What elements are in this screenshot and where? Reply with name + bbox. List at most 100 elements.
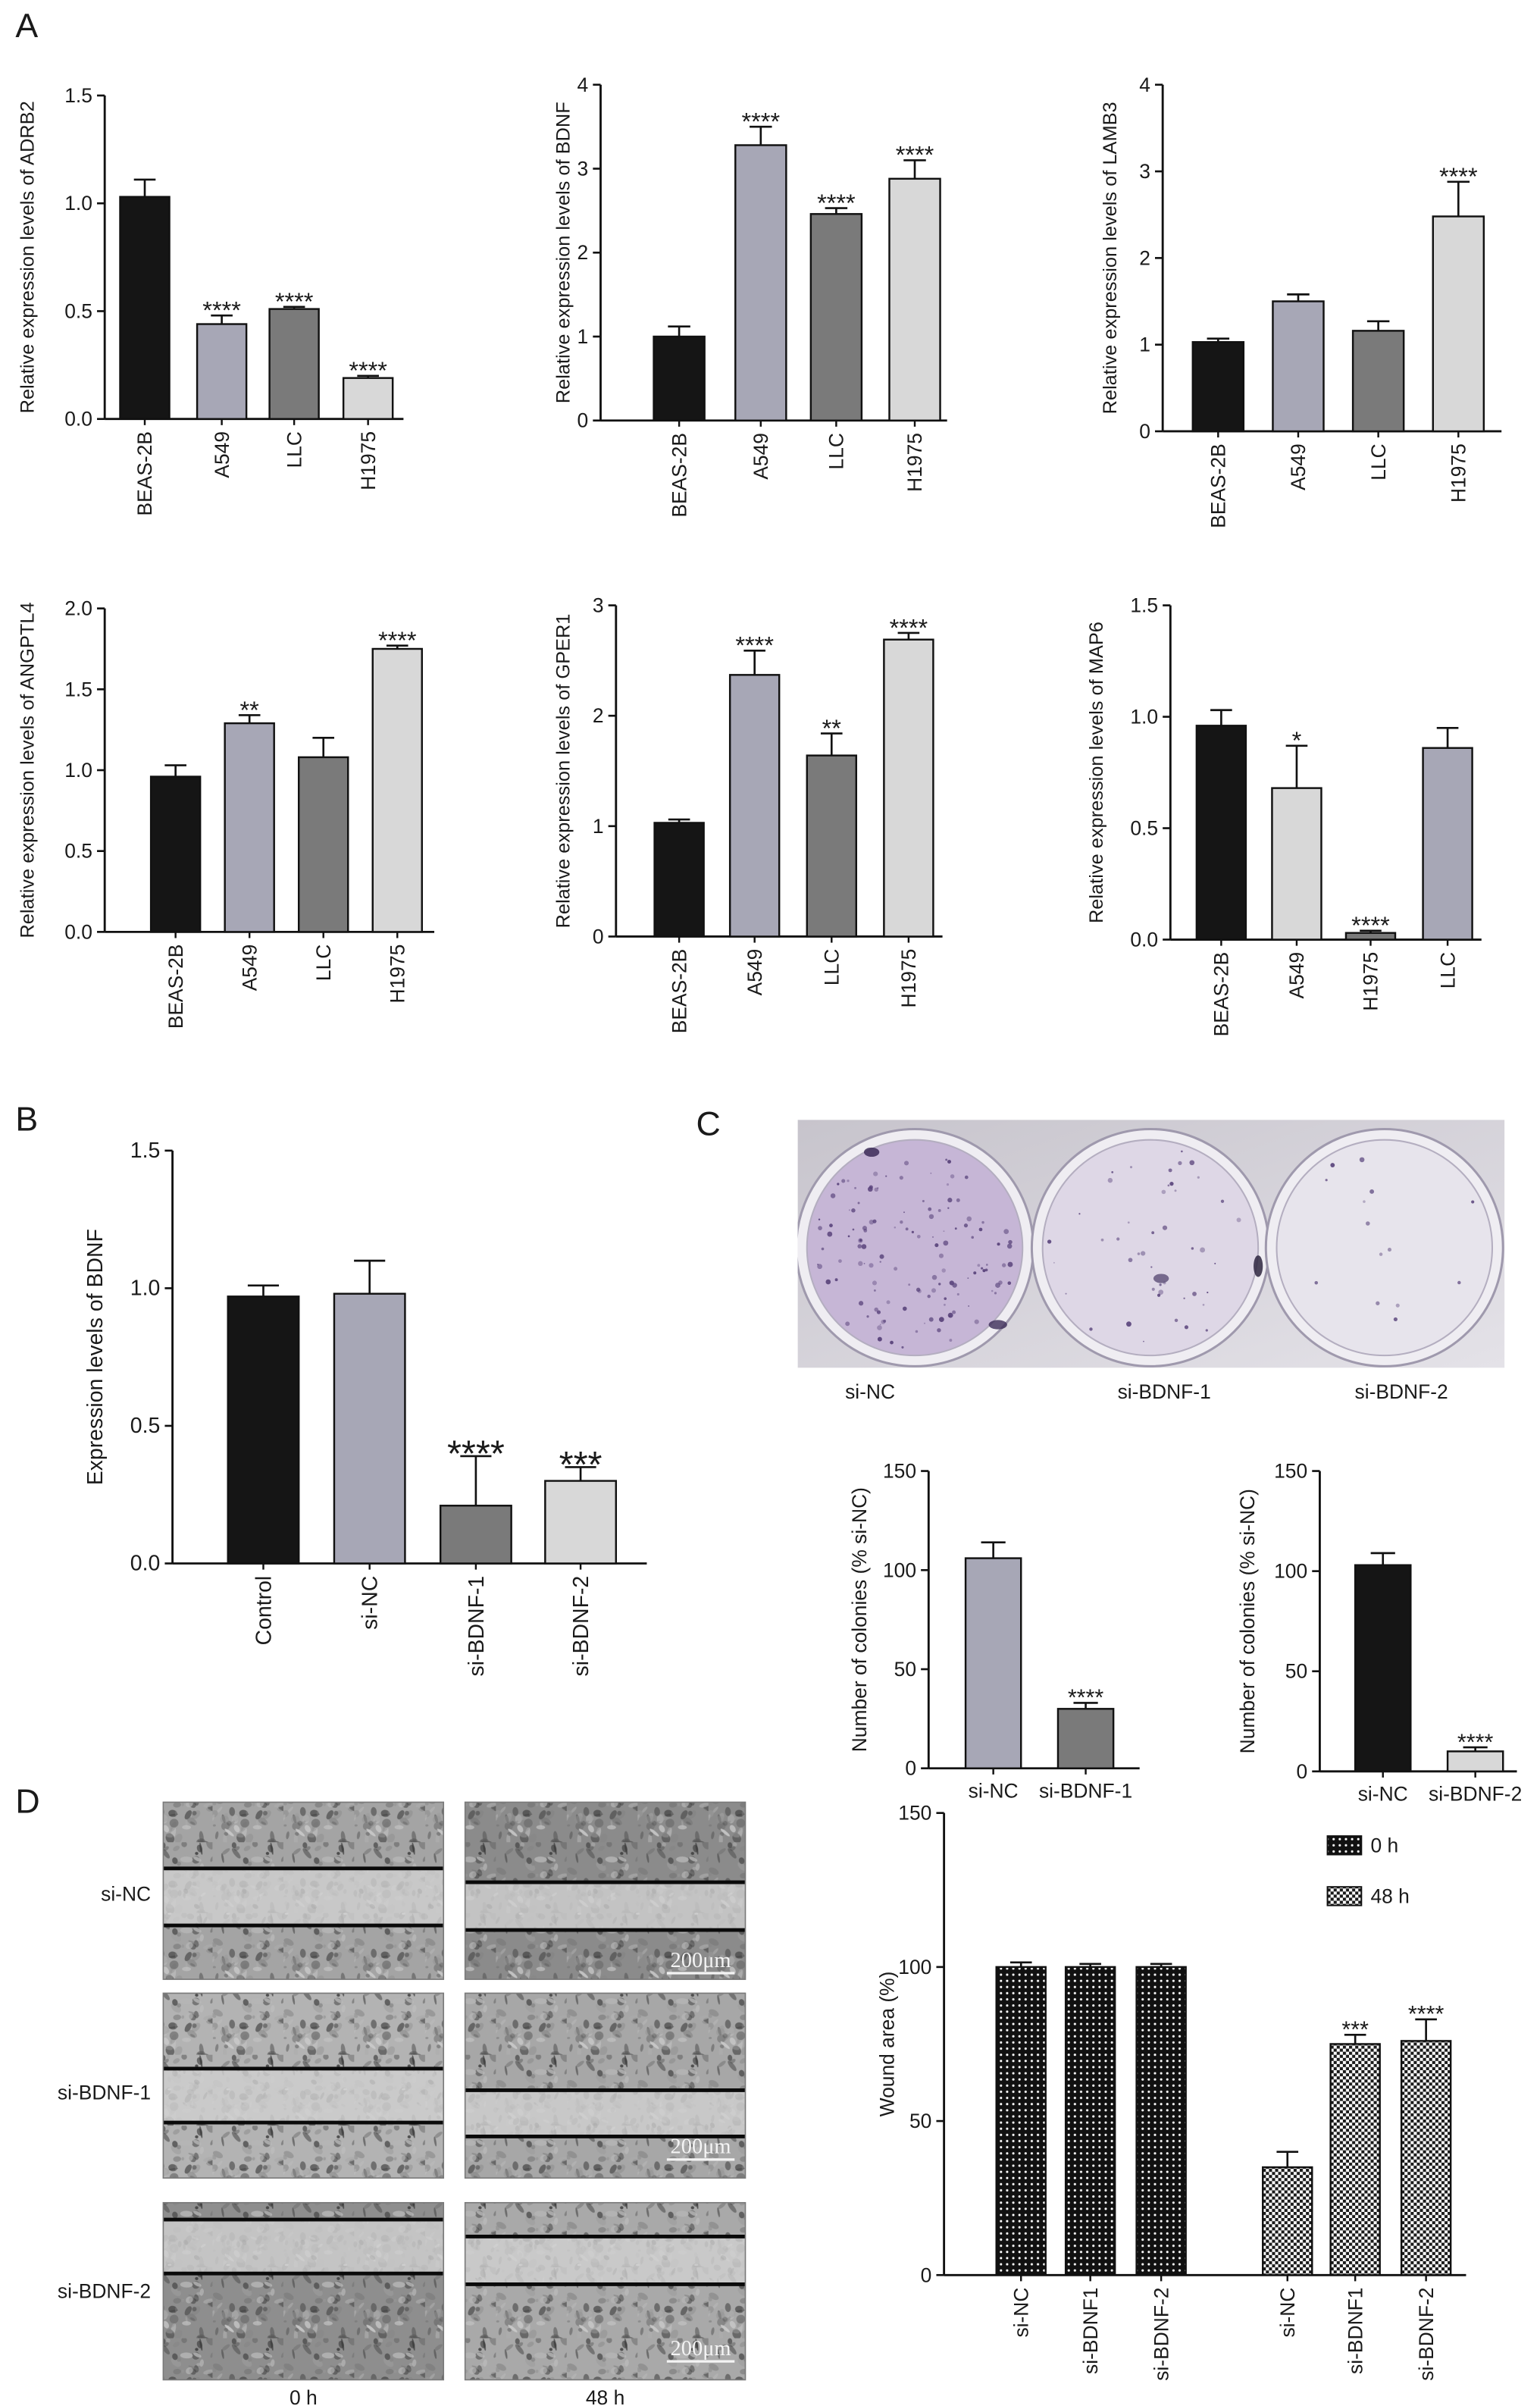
significance-label: **** (735, 632, 774, 659)
bar (544, 1480, 618, 1565)
wound-image-si-bdnf-1-0h (162, 1992, 445, 2179)
significance-label: **** (896, 142, 934, 169)
y-tick-label: 1.0 (64, 192, 92, 215)
x-tick-label: si-BDNF-2 (1150, 2288, 1172, 2381)
wound-row-label-si-bdnf-1: si-BDNF-1 (58, 2082, 151, 2104)
error-bar (820, 732, 843, 756)
bar (1056, 1708, 1115, 1769)
significance-label: **** (1351, 912, 1390, 939)
error-bar (133, 178, 156, 197)
bar (1064, 1966, 1116, 2276)
scale-bar-label: 200μm (671, 1949, 731, 1972)
error-bar (1079, 1963, 1101, 1967)
y-tick-label: 0 (578, 409, 589, 432)
bar (809, 213, 863, 421)
chart-map6: 0.0 0.5 1.0 1.5 Relative expression levels o… (1086, 594, 1482, 1036)
chart-adrb2: 0.0 0.5 1.0 1.5 Relative expression levels o… (17, 84, 404, 516)
x-tick-label: BEAS-2B (164, 945, 187, 1029)
significance-label: *** (559, 1445, 603, 1486)
y-tick-label: 1.0 (64, 759, 92, 782)
error-bar (825, 207, 848, 215)
x-tick-label: si-BDNF-2 (1415, 2288, 1438, 2381)
wound-image-si-nc-48h (464, 1801, 747, 1980)
wound-image-si-bdnf-2-0h (162, 2201, 445, 2381)
x-tick-label: si-NC (358, 1576, 383, 1630)
y-tick-label: 0.0 (1130, 929, 1158, 951)
legend-label: 48 h (1370, 1884, 1409, 1907)
y-tick-label: 4 (1139, 74, 1150, 96)
y-tick-label: 100 (898, 1956, 931, 1978)
legend-swatch (1326, 1835, 1363, 1856)
plate-si-bdnf-2 (1264, 1127, 1504, 1367)
significance-label: **** (1439, 163, 1478, 190)
significance-label: **** (742, 108, 781, 135)
charts: 0.0 0.5 1.0 1.5 Relative expression levels o… (17, 74, 1523, 2381)
y-axis-label: Wound area (%) (875, 1972, 898, 2117)
y-tick-label: 150 (1274, 1460, 1307, 1483)
y-axis-label: Relative expression levels of GPER1 (553, 614, 574, 929)
bar (653, 822, 705, 938)
bar (342, 377, 394, 420)
photo-content (797, 1120, 1505, 1368)
error-bar (354, 1259, 386, 1294)
y-tick-label: 1 (593, 815, 604, 838)
x-tick-label: A549 (1285, 952, 1308, 999)
x-tick-label: si-BDNF-1 (465, 1576, 489, 1677)
error-bar (668, 818, 690, 823)
colony-cluster (1254, 1255, 1263, 1277)
significance-label: **** (202, 296, 241, 324)
wound-time-label-0h: 0 h (290, 2386, 318, 2406)
chart-b-bdnf: 0.0 0.5 1.0 1.5 Expression levels of BDNF Con… (83, 1139, 647, 1677)
colony-label-si-bdnf-1: si-BDNF-1 (1118, 1380, 1211, 1403)
bar (1135, 1966, 1187, 2276)
y-tick-label: 1 (1139, 334, 1150, 356)
y-tick-label: 50 (1285, 1660, 1307, 1683)
error-bar (1366, 320, 1390, 331)
x-tick-label: LLC (821, 949, 844, 985)
error-bar (750, 125, 772, 146)
error-bar (1150, 1963, 1172, 1967)
error-bar (1415, 2018, 1437, 2041)
bar (806, 754, 858, 938)
y-axis-label: Number of colonies (% si-NC) (848, 1487, 871, 1752)
y-tick-label: 1.5 (1130, 594, 1158, 617)
significance-label: **** (447, 1433, 505, 1474)
error-bar (1276, 2151, 1299, 2168)
x-tick-label: LLC (825, 433, 848, 469)
y-tick-label: 150 (883, 1460, 916, 1483)
colony-label-si-bdnf-2: si-BDNF-2 (1355, 1380, 1448, 1403)
y-tick-label: 1.0 (130, 1276, 161, 1300)
bar (268, 308, 320, 420)
plate-si-bdnf-1 (1030, 1127, 1270, 1367)
significance-label: **** (817, 190, 856, 217)
y-axis-label: Relative expression levels of MAP6 (1086, 622, 1107, 923)
error-bar (386, 644, 408, 649)
error-bar (1009, 1961, 1032, 1967)
y-tick-label: 0.5 (1130, 817, 1158, 840)
error-bar (357, 374, 379, 378)
error-bar (238, 714, 261, 724)
error-bar (1210, 709, 1232, 726)
x-tick-label: BEAS-2B (668, 949, 690, 1034)
y-tick-label: 0 (921, 2263, 932, 2286)
y-tick-label: 3 (593, 594, 604, 617)
y-tick-label: 0.0 (130, 1551, 161, 1575)
y-tick-label: 50 (909, 2110, 931, 2132)
panel-label-d: D (15, 1784, 39, 1821)
y-tick-label: 1.5 (64, 678, 92, 700)
bar (883, 638, 934, 938)
y-tick-label: 1.5 (130, 1139, 161, 1163)
wound-row-label-si-nc: si-NC (101, 1882, 151, 1905)
legend-swatch (1326, 1886, 1363, 1906)
error-bar (312, 737, 335, 757)
x-tick-label: LLC (1367, 443, 1390, 480)
y-tick-label: 0 (1296, 1760, 1307, 1783)
bar (149, 775, 202, 933)
bar (297, 756, 349, 933)
chart-angptl4: 0.0 0.5 1.0 1.5 2.0 Relative expression level… (17, 597, 435, 1029)
bar (439, 1505, 512, 1565)
significance-label: *** (1341, 2016, 1369, 2042)
plate-si-nc (797, 1127, 1034, 1367)
x-tick-label: A549 (750, 433, 772, 480)
y-tick-label: 2 (578, 241, 589, 264)
